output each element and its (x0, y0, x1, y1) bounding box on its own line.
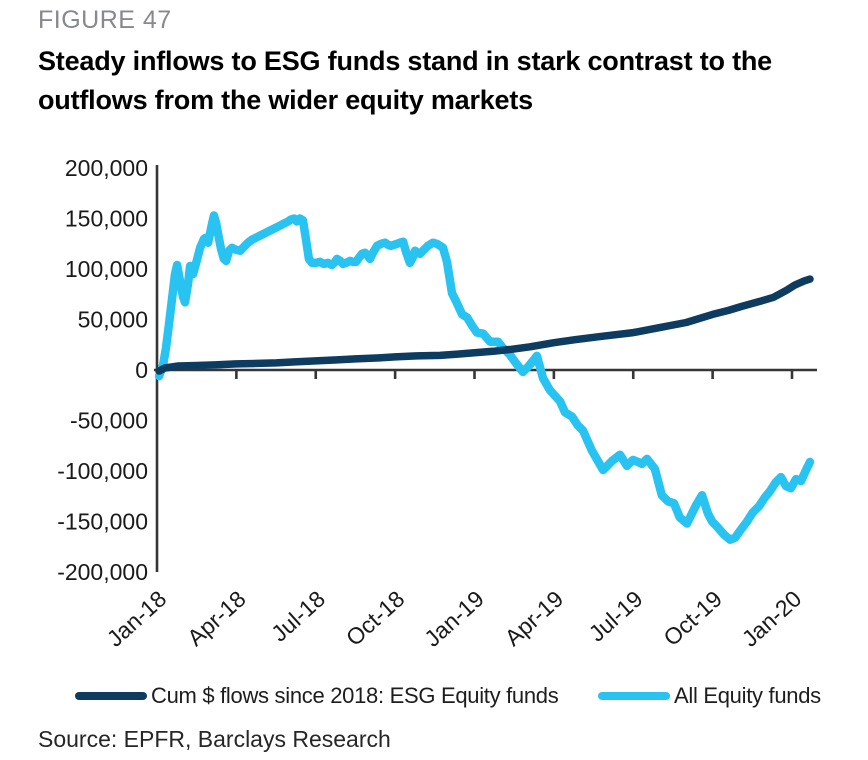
legend-label-all-equity: All Equity funds (674, 683, 821, 708)
figure-title-line-1: Steady inflows to ESG funds stand in sta… (38, 46, 772, 76)
legend-label-esg: Cum $ flows since 2018: ESG Equity funds (151, 683, 559, 708)
legend-swatch-esg (75, 692, 147, 700)
legend-item-esg: Cum $ flows since 2018: ESG Equity funds (75, 682, 559, 710)
y-axis-label: 50,000 (78, 307, 148, 333)
y-axis-label: 0 (135, 357, 148, 383)
figure-label: FIGURE 47 (38, 6, 172, 34)
x-axis-label: Jan-18 (102, 585, 172, 651)
y-axis-label: 100,000 (65, 256, 148, 282)
y-axis-label: -150,000 (57, 509, 148, 535)
x-axis-label: Oct-18 (341, 585, 410, 651)
x-axis-label: Apr-19 (500, 585, 569, 651)
y-axis-label: 150,000 (65, 206, 148, 232)
legend-item-all-equity: All Equity funds (598, 682, 821, 710)
figure-title-line-2: outflows from the wider equity markets (38, 85, 533, 115)
x-axis-label: Jan-20 (737, 585, 807, 651)
y-axis-label: -100,000 (57, 458, 148, 484)
x-axis-label: Jul-18 (266, 585, 330, 646)
x-axis-label: Jan-19 (419, 585, 489, 651)
source-note: Source: EPFR, Barclays Research (38, 726, 391, 752)
series-line-all_equity (154, 211, 815, 544)
y-axis-label: 200,000 (65, 155, 148, 181)
figure-title: Steady inflows to ESG funds stand in sta… (38, 42, 848, 120)
x-axis-label: Jul-19 (584, 585, 648, 646)
x-axis-label: Apr-18 (182, 585, 251, 651)
y-axis-label: -50,000 (70, 408, 148, 434)
x-axis-label: Oct-19 (658, 585, 727, 651)
legend-swatch-all-equity (598, 692, 670, 700)
series-line-esg (155, 275, 814, 375)
y-axis-label: -200,000 (57, 559, 148, 585)
